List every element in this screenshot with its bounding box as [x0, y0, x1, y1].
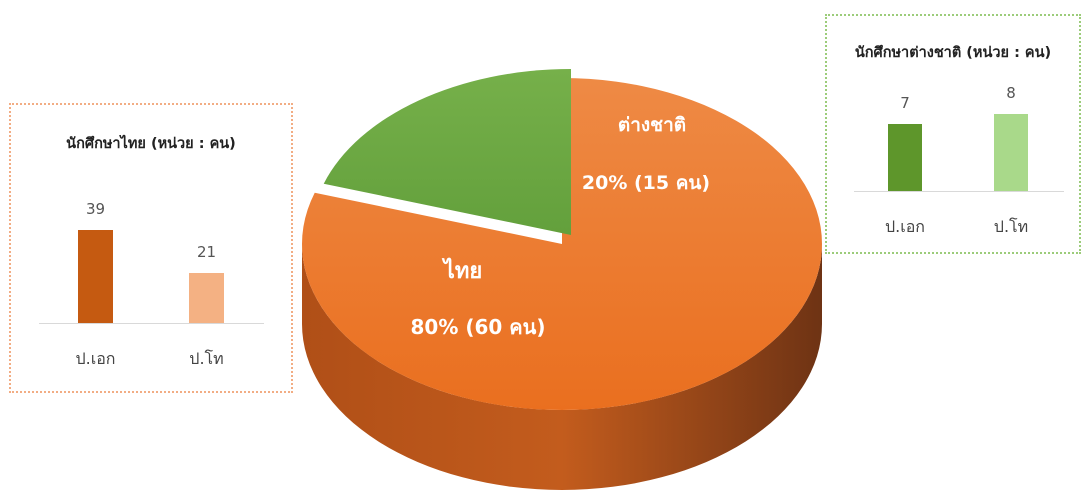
pie-side-wall [302, 244, 822, 490]
foreign-chart-title: นักศึกษาต่างชาติ (หน่วย : คน) [854, 45, 1052, 61]
thai-bar-phd-value: 39 [85, 200, 106, 218]
thai-students-card: นักศึกษาไทย (หน่วย : คน) 39 21 ป.เอก ป.โ… [9, 103, 293, 393]
foreign-students-card: นักศึกษาต่างชาติ (หน่วย : คน) 7 8 ป.เอก … [825, 14, 1081, 254]
foreign-bar-phd-value: 7 [900, 93, 910, 112]
foreign-bar-phd [888, 123, 922, 191]
thai-chart-baseline [39, 323, 264, 324]
thai-bar-masters-value: 21 [196, 242, 217, 261]
pie-value-thai: 80% (60 คน) [411, 315, 546, 339]
thai-bar-phd [78, 230, 113, 323]
thai-bar-masters [189, 272, 224, 323]
pie-label-foreign: ต่างชาติ [618, 114, 686, 136]
thai-category-phd: ป.เอก [75, 349, 116, 368]
pie-label-thai: ไทย [442, 257, 482, 284]
foreign-bar-masters [994, 114, 1028, 191]
pie-value-foreign: 20% (15 คน) [582, 172, 710, 194]
pie-slice-thai [302, 78, 822, 410]
foreign-category-phd: ป.เอก [884, 217, 925, 236]
thai-category-masters: ป.โท [189, 349, 224, 368]
foreign-bar-masters-value: 8 [1006, 84, 1016, 102]
thai-chart-title: นักศึกษาไทย (หน่วย : คน) [66, 136, 236, 152]
pie-slice-foreign [323, 69, 571, 235]
foreign-chart-baseline [854, 191, 1064, 192]
foreign-category-masters: ป.โท [993, 217, 1029, 236]
